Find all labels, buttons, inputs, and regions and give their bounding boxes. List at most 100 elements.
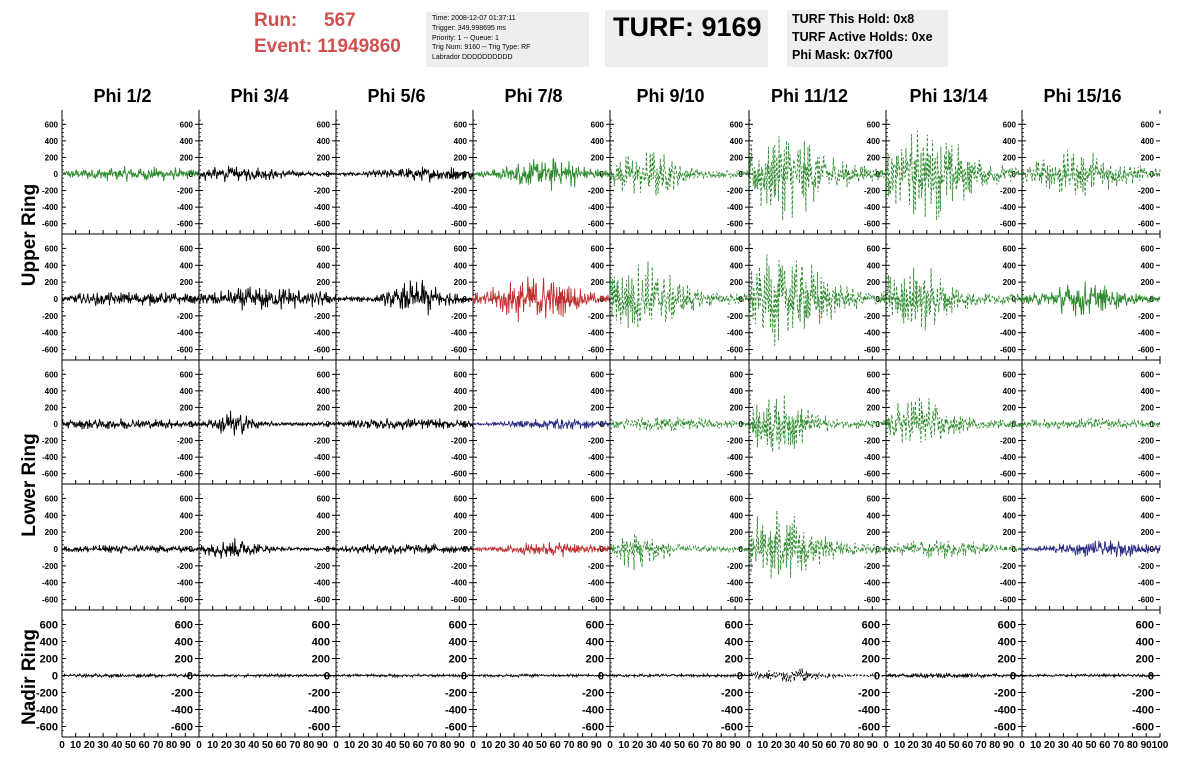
phi-header-5: Phi 9/10 xyxy=(636,86,705,106)
turf-holds-box: TURF This Hold: 0x8 TURF Active Holds: 0… xyxy=(787,10,948,67)
y-tick-label: 200 xyxy=(730,153,744,162)
y-tick-label: 0 xyxy=(876,545,881,554)
y-tick-label: -200 xyxy=(864,437,881,446)
x-tick-label: 90 xyxy=(730,740,742,751)
x-tick-label: 40 xyxy=(385,740,397,751)
y-tick-label: -200 xyxy=(1138,562,1155,571)
y-tick-label: -400 xyxy=(588,203,605,212)
y-tick-label: -400 xyxy=(42,453,59,462)
y-tick-label: -400 xyxy=(858,705,880,717)
y-tick-label: -400 xyxy=(451,453,468,462)
y-tick-label: 400 xyxy=(1003,137,1017,146)
y-tick-label: -200 xyxy=(42,562,59,571)
waveform-trace xyxy=(748,136,887,221)
y-tick-label: 200 xyxy=(317,153,331,162)
y-tick-label: -600 xyxy=(171,722,193,734)
y-tick-label: 400 xyxy=(40,637,58,649)
x-tick-label: 60 xyxy=(1099,740,1111,751)
y-tick-label: -200 xyxy=(1138,187,1155,196)
y-tick-label: -200 xyxy=(177,437,194,446)
y-tick-label: -600 xyxy=(177,470,194,479)
y-tick-label: -400 xyxy=(994,705,1016,717)
y-tick-label: 600 xyxy=(317,370,331,379)
y-tick-label: 0 xyxy=(52,671,58,683)
waveform-trace xyxy=(885,267,1023,331)
y-tick-label: 400 xyxy=(725,637,743,649)
waveform-trace xyxy=(198,165,337,183)
y-tick-label: 400 xyxy=(454,137,468,146)
y-tick-label: 200 xyxy=(591,153,605,162)
waveform-trace xyxy=(748,394,887,453)
waveform-trace xyxy=(609,416,750,432)
x-tick-label: 90 xyxy=(454,740,466,751)
y-tick-label: -200 xyxy=(451,187,468,196)
waveform-trace xyxy=(748,668,887,684)
y-tick-label: 200 xyxy=(998,654,1016,666)
y-tick-label: -200 xyxy=(727,187,744,196)
x-tick-label: 40 xyxy=(111,740,123,751)
y-tick-label: 200 xyxy=(1141,403,1155,412)
y-tick-label: 600 xyxy=(449,620,467,632)
waveform-trace xyxy=(1021,417,1161,431)
x-tick-label: 60 xyxy=(139,740,151,751)
y-tick-label: -400 xyxy=(582,705,604,717)
y-tick-label: 600 xyxy=(591,370,605,379)
y-tick-label: -200 xyxy=(177,562,194,571)
y-tick-label: -200 xyxy=(727,562,744,571)
y-tick-label: -400 xyxy=(36,705,58,717)
waveform-trace xyxy=(335,279,474,316)
x-tick-label: 30 xyxy=(646,740,658,751)
y-tick-label: 0 xyxy=(1012,420,1017,429)
y-tick-label: -600 xyxy=(451,346,468,355)
y-tick-label: -400 xyxy=(864,203,881,212)
x-tick-label: 20 xyxy=(221,740,233,751)
y-tick-label: 600 xyxy=(730,244,744,253)
waveform-trace xyxy=(472,418,611,430)
waveform-trace xyxy=(198,410,337,436)
y-tick-label: -400 xyxy=(1138,329,1155,338)
y-tick-label: 400 xyxy=(730,387,744,396)
y-tick-label: -400 xyxy=(727,453,744,462)
x-tick-label: 60 xyxy=(276,740,288,751)
x-tick-label: 80 xyxy=(166,740,178,751)
y-tick-label: 200 xyxy=(180,153,194,162)
y-tick-label: -600 xyxy=(1138,470,1155,479)
y-tick-label: 400 xyxy=(312,637,330,649)
y-tick-label: -600 xyxy=(1138,596,1155,605)
phi-mask: Phi Mask: 0x7f00 xyxy=(792,48,893,62)
y-tick-label: 0 xyxy=(874,671,880,683)
y-tick-label: 200 xyxy=(867,153,881,162)
y-tick-label: -600 xyxy=(451,470,468,479)
y-tick-label: 400 xyxy=(591,137,605,146)
y-tick-label: 200 xyxy=(45,278,59,287)
y-tick-label: 400 xyxy=(1141,387,1155,396)
y-tick-label: 200 xyxy=(40,654,58,666)
y-tick-label: 200 xyxy=(449,654,467,666)
y-tick-label: 600 xyxy=(1141,370,1155,379)
x-tick-label: 70 xyxy=(839,740,851,751)
x-tick-label: 10 xyxy=(618,740,630,751)
x-tick-label: 30 xyxy=(785,740,797,751)
y-tick-label: -200 xyxy=(864,562,881,571)
x-tick-label: 80 xyxy=(303,740,315,751)
waveform-trace xyxy=(61,418,200,430)
y-tick-label: -600 xyxy=(451,220,468,229)
y-tick-label: 0 xyxy=(189,170,194,179)
x-tick-label: 50 xyxy=(536,740,548,751)
y-tick-label: 400 xyxy=(1003,387,1017,396)
x-tick-label: 0 xyxy=(59,740,65,751)
y-tick-label: -600 xyxy=(1138,346,1155,355)
y-tick-label: 400 xyxy=(454,261,468,270)
y-tick-label: -200 xyxy=(1138,312,1155,321)
y-tick-label: 0 xyxy=(54,420,59,429)
x-tick-label: 60 xyxy=(413,740,425,751)
y-tick-label: -200 xyxy=(582,688,604,700)
x-tick-label: 80 xyxy=(577,740,589,751)
y-tick-label: -600 xyxy=(588,470,605,479)
y-tick-label: 200 xyxy=(454,278,468,287)
x-tick-label: 50 xyxy=(812,740,824,751)
y-tick-label: 600 xyxy=(591,494,605,503)
y-tick-label: 400 xyxy=(317,137,331,146)
y-tick-label: -600 xyxy=(42,470,59,479)
y-tick-label: 200 xyxy=(180,278,194,287)
